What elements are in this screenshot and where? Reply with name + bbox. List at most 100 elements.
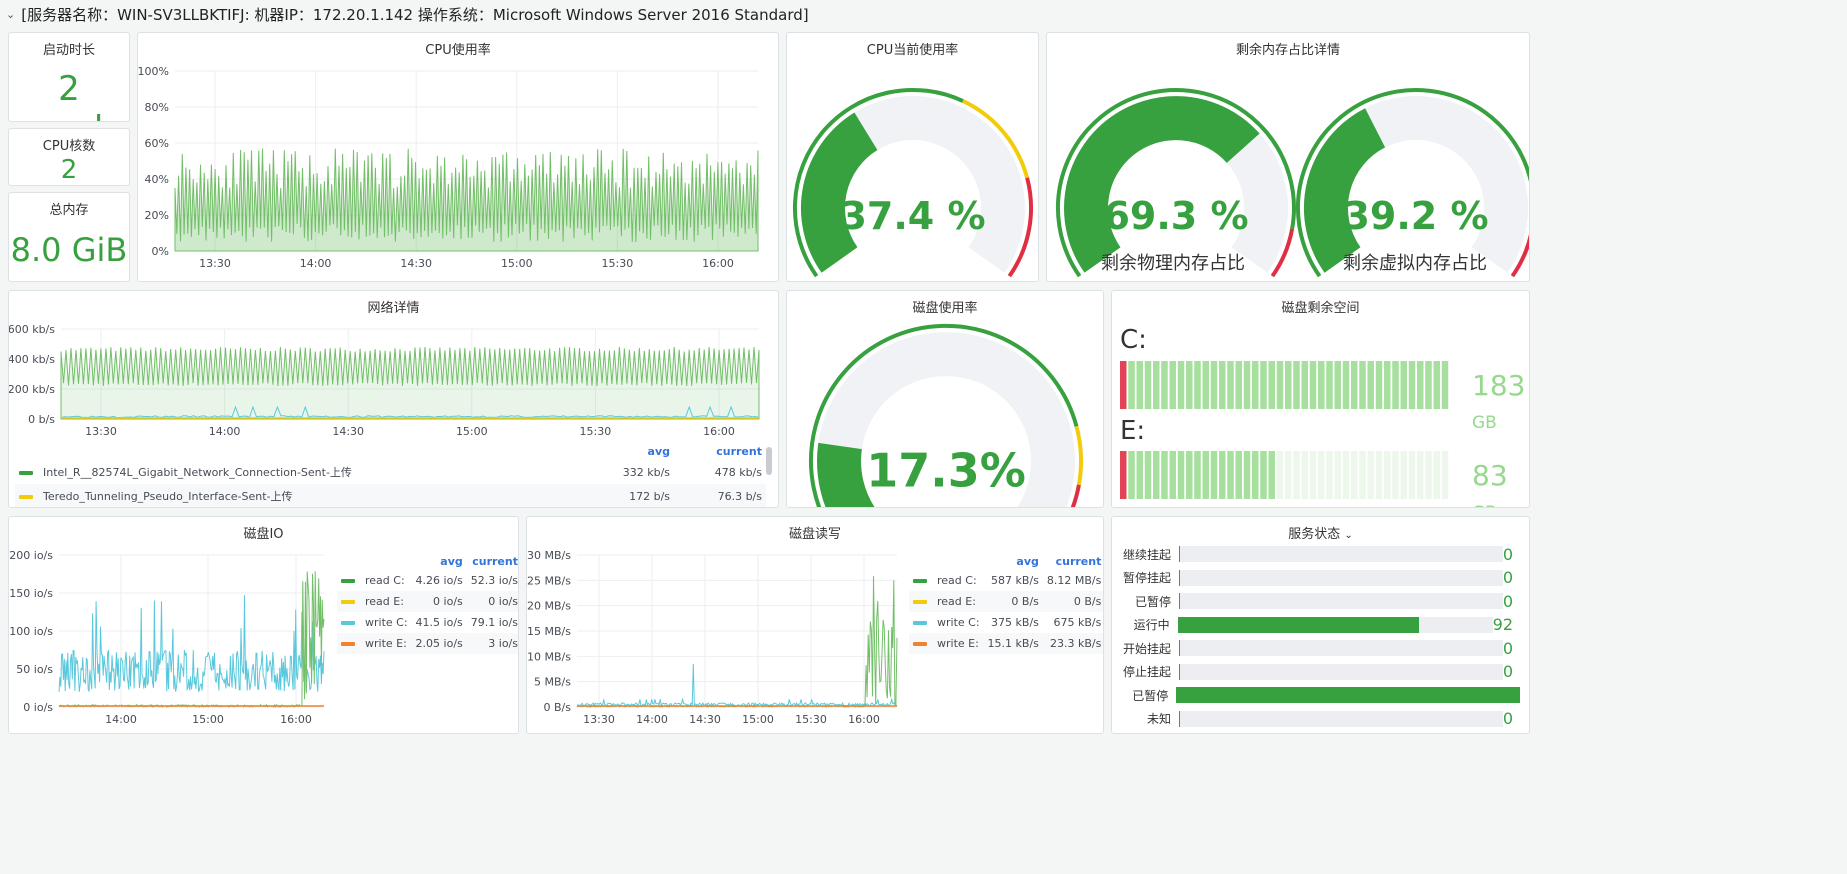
legend-current: 76.3 b/s xyxy=(674,484,766,507)
disk-rw-panel[interactable]: 磁盘读写 30 MB/s 25 MB/s 20 MB/s 15 MB/s 10 MB/s… xyxy=(526,516,1104,734)
legend-item[interactable]: write E: 15.1 kB/s 23.3 kB/s xyxy=(909,633,1103,654)
disk-c-bar-cell xyxy=(1400,361,1407,409)
legend-avg: 375 kB/s xyxy=(991,616,1039,629)
disk-rw-read-c xyxy=(576,576,898,708)
x-tick-label: 15:00 xyxy=(192,713,224,726)
service-status-bar-fill xyxy=(1178,593,1181,609)
disk-gauge-value: 17.3% xyxy=(866,443,1026,497)
legend-swatch xyxy=(341,579,355,583)
disk-c-bar-cell xyxy=(1334,361,1341,409)
legend-item[interactable]: Intel_R__82574L_Gigabit_Network_Connecti… xyxy=(15,460,766,484)
disk-e-bar-cell xyxy=(1384,451,1391,499)
disk-e-bar-cell xyxy=(1441,451,1449,499)
disk-e-bar-cell xyxy=(1186,451,1193,499)
service-status-bar xyxy=(1178,569,1503,586)
legend-name: read E: xyxy=(937,595,976,608)
disk-c-bar-cell xyxy=(1392,361,1399,409)
physical-memory-gauge-threshold-band xyxy=(1055,88,1296,278)
service-status-value: 0 xyxy=(1502,568,1513,587)
disk-c-bar-cell xyxy=(1375,361,1383,409)
physical-memory-gauge-fill xyxy=(1064,96,1260,273)
disk-e-bar-cell xyxy=(1144,451,1152,499)
network-chart[interactable]: 600 kb/s 400 kb/s 200 kb/s 0 b/s 13:30 14:00 1… xyxy=(9,291,779,441)
service-status-bar-fill xyxy=(1176,687,1521,703)
disk-c-bar-cell xyxy=(1326,361,1333,409)
disk-c-bar-cell xyxy=(1367,361,1374,409)
legend-name: write C: xyxy=(365,616,408,629)
disk-c-bar-cell xyxy=(1309,361,1317,409)
legend-scrollbar[interactable] xyxy=(766,447,772,475)
y-tick-label: 20 MB/s xyxy=(527,600,571,613)
disk-c-bar-cell xyxy=(1235,361,1242,409)
panel-title: 启动时长 xyxy=(42,43,95,58)
disk-c-bar-cell xyxy=(1128,361,1135,409)
legend-item[interactable]: write C: 375 kB/s 675 kB/s xyxy=(909,612,1103,633)
disk-e-bar-cell xyxy=(1202,451,1209,499)
disk-e-bar-cell xyxy=(1309,451,1317,499)
y-tick-label: 10 MB/s xyxy=(527,650,571,663)
service-status-label: 已暂停 xyxy=(1134,594,1171,609)
x-tick-label: 13:30 xyxy=(583,713,615,726)
virtual-memory-gauge-threshold-band xyxy=(1295,88,1529,278)
disk-e-bar-cell xyxy=(1227,451,1234,499)
disk-gauge-threshold-band xyxy=(1074,425,1084,486)
service-status-row: 未知 0 xyxy=(1122,708,1519,730)
service-status-bar xyxy=(1177,616,1493,633)
service-status-row: 开始挂起 0 xyxy=(1122,637,1519,659)
x-tick-label: 14:00 xyxy=(636,713,668,726)
disk-rw-write-c xyxy=(576,663,898,708)
legend-header-avg: avg xyxy=(440,555,463,568)
x-tick-label: 15:30 xyxy=(795,713,827,726)
y-tick-label: 50 io/s xyxy=(16,663,53,676)
legend-item[interactable]: Teredo_Tunneling_Pseudo_Interface-Sent-上… xyxy=(15,484,766,507)
chevron-down-icon[interactable]: ⌄ xyxy=(6,7,16,21)
legend-swatch xyxy=(913,600,927,604)
x-tick-label: 16:00 xyxy=(703,425,735,438)
row-header[interactable]: ⌄ [服务器名称：WIN-SV3LLBKTIFJ: 机器IP：172.20.1.… xyxy=(6,3,809,25)
legend-avg: 41.5 io/s xyxy=(415,616,463,629)
legend-item[interactable]: write E: 2.05 io/s 3 io/s xyxy=(337,633,518,654)
cpu-usage-chart[interactable]: 100% 80% 60% 40% 20% 0% 13:30 14:00 14:30 15:00 15… xyxy=(138,33,779,282)
service-status-value: 0 xyxy=(1502,709,1513,728)
legend-current: 0 io/s xyxy=(466,591,518,612)
legend-avg: 2.05 io/s xyxy=(411,633,467,654)
service-status-bar-fill xyxy=(1178,710,1181,727)
service-status-bar xyxy=(1178,546,1503,562)
service-status-bar-fill xyxy=(1177,616,1420,633)
legend-item[interactable]: read C: 4.26 io/s 52.3 io/s xyxy=(337,570,518,591)
disk-rw-chart[interactable]: 30 MB/s 25 MB/s 20 MB/s 15 MB/s 10 MB/s 5 MB/… xyxy=(527,517,905,734)
legend-swatch xyxy=(913,642,927,646)
service-status-label: 未知 xyxy=(1146,712,1171,726)
disk-e-bar-cell xyxy=(1433,451,1440,499)
x-tick-label: 15:00 xyxy=(742,713,774,726)
legend-item[interactable]: read E: 0 io/s 0 io/s xyxy=(337,591,518,612)
legend-avg: 0 B/s xyxy=(983,591,1043,612)
legend-item[interactable]: write C: 41.5 io/s 79.1 io/s xyxy=(337,612,518,633)
legend-item[interactable]: read C: 587 kB/s 8.12 MB/s xyxy=(909,570,1103,591)
network-panel[interactable]: 网络详情 600 kb/s 400 kb/s 200 kb/s 0 b/s 13:30 1… xyxy=(8,290,779,508)
legend-item[interactable]: read E: 0 B/s 0 B/s xyxy=(909,591,1103,612)
legend-avg: 4.26 io/s xyxy=(415,574,463,587)
cpu-usage-panel[interactable]: CPU使用率 100% 80% 60% 40% 20% 0% 13:30 14:00 14:30… xyxy=(137,32,779,282)
disk-e-bar-cell xyxy=(1169,451,1176,499)
disk-e-bar-cell xyxy=(1375,451,1383,499)
x-tick-label: 14:30 xyxy=(400,257,432,270)
chevron-down-icon[interactable]: ⌄ xyxy=(1344,530,1353,541)
legend-swatch xyxy=(19,495,33,499)
service-status-row: 暂停挂起 0 xyxy=(1122,567,1519,589)
row-title: [服务器名称：WIN-SV3LLBKTIFJ: 机器IP：172.20.1.14… xyxy=(21,5,809,24)
legend-name: write C: xyxy=(937,616,980,629)
service-status-label: 已暂停 xyxy=(1132,688,1169,703)
panel-title[interactable]: 服务状态 ⌄ xyxy=(1112,523,1529,542)
disk-e-bar-cell xyxy=(1235,451,1242,499)
cpu-usage-series xyxy=(174,148,759,252)
disk-io-chart[interactable]: 200 io/s 150 io/s 100 io/s 50 io/s 0 io/s 14:… xyxy=(9,517,334,734)
disk-c-number: 183 xyxy=(1472,369,1526,402)
y-tick-label: 600 kb/s xyxy=(9,323,55,336)
disk-e-bar-cell xyxy=(1425,451,1432,499)
disk-c-bar-cell xyxy=(1144,361,1152,409)
panel-title: 剩余内存占比详情 xyxy=(1235,43,1340,58)
disk-io-panel[interactable]: 磁盘IO 200 io/s 150 io/s 100 io/s 50 io/s 0 io… xyxy=(8,516,519,734)
disk-c-bar-cell xyxy=(1441,361,1449,409)
disk-e-number: 83 xyxy=(1472,459,1508,492)
